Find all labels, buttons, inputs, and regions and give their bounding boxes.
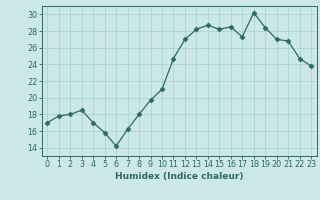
X-axis label: Humidex (Indice chaleur): Humidex (Indice chaleur) [115,172,244,181]
